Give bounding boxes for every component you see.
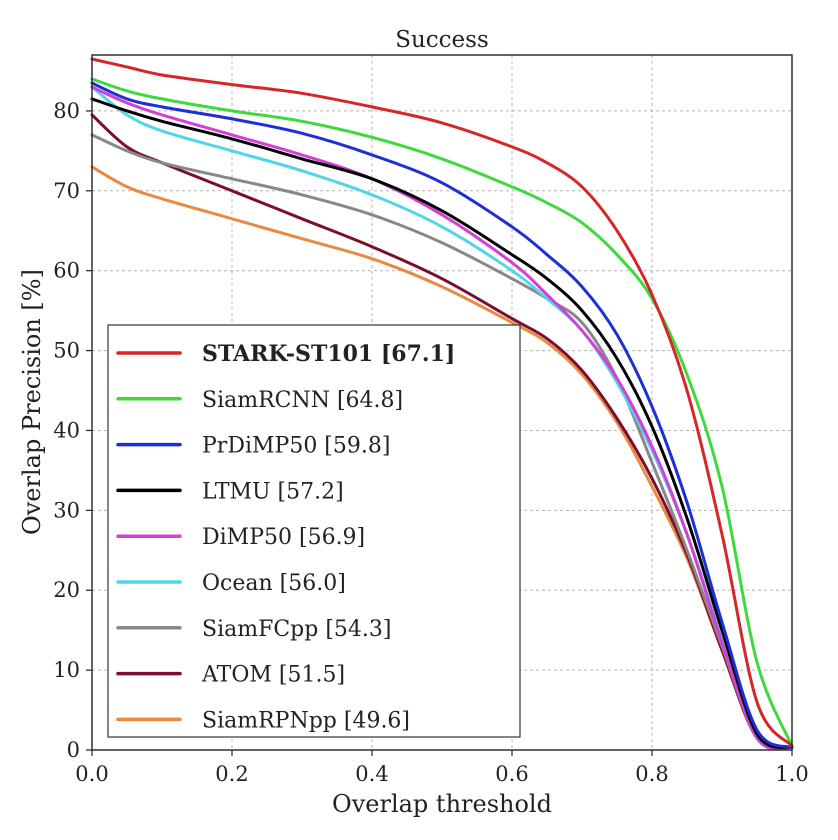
x-tick-label: 0.0 [75,762,108,786]
x-tick-label: 0.2 [215,762,248,786]
legend-label-atom: ATOM [51.5] [201,663,345,688]
legend: STARK-ST101 [67.1] SiamRCNN [64.8] PrDiMP5… [107,324,521,738]
axis-ticks: 0.0 0.2 0.4 0.6 0.8 1.0 0 10 20 30 40 50 60 70 80 [53,99,808,786]
legend-label-ltmu: LTMU [57.2] [202,479,344,504]
x-tick-label: 0.6 [495,762,528,786]
series-line-ltmu [90,97,794,750]
y-tick-label: 10 [53,658,80,682]
series-line-stark-st101 [90,57,794,748]
legend-label-siamfcpp: SiamFCpp [54.3] [202,617,392,642]
y-tick-label: 60 [53,259,80,283]
legend-label-siamrpnpp: SiamRPNpp [49.6] [202,708,410,733]
plot-frame [91,54,793,751]
series-line-dimp50 [90,85,794,751]
x-tick-label: 0.4 [355,762,388,786]
legend-label-siamrcnn: SiamRCNN [64.8] [202,388,403,413]
y-tick-label: 80 [53,99,80,123]
x-tick-label: 1.0 [775,762,808,786]
x-axis-label: Overlap threshold [332,790,552,818]
chart-title: Success [395,27,489,53]
y-tick-label: 0 [67,738,80,762]
y-axis-label: Overlap Precision [%] [18,269,46,535]
series-line-prdimp50 [90,81,794,750]
y-tick-label: 70 [53,179,80,203]
series-lines [90,57,794,751]
y-tick-label: 40 [53,418,80,442]
legend-label-dimp50: DiMP50 [56.9] [202,525,365,550]
series-line-siamrcnn [90,77,794,748]
x-tick-label: 0.8 [635,762,668,786]
legend-box [107,324,521,738]
legend-label-stark-st101: STARK-ST101 [67.1] [202,341,455,367]
legend-label-ocean: Ocean [56.0] [202,571,346,596]
legend-label-prdimp50: PrDiMP50 [59.8] [202,434,390,459]
y-tick-label: 50 [53,339,80,363]
y-tick-label: 20 [53,578,80,602]
y-tick-label: 30 [53,498,80,522]
